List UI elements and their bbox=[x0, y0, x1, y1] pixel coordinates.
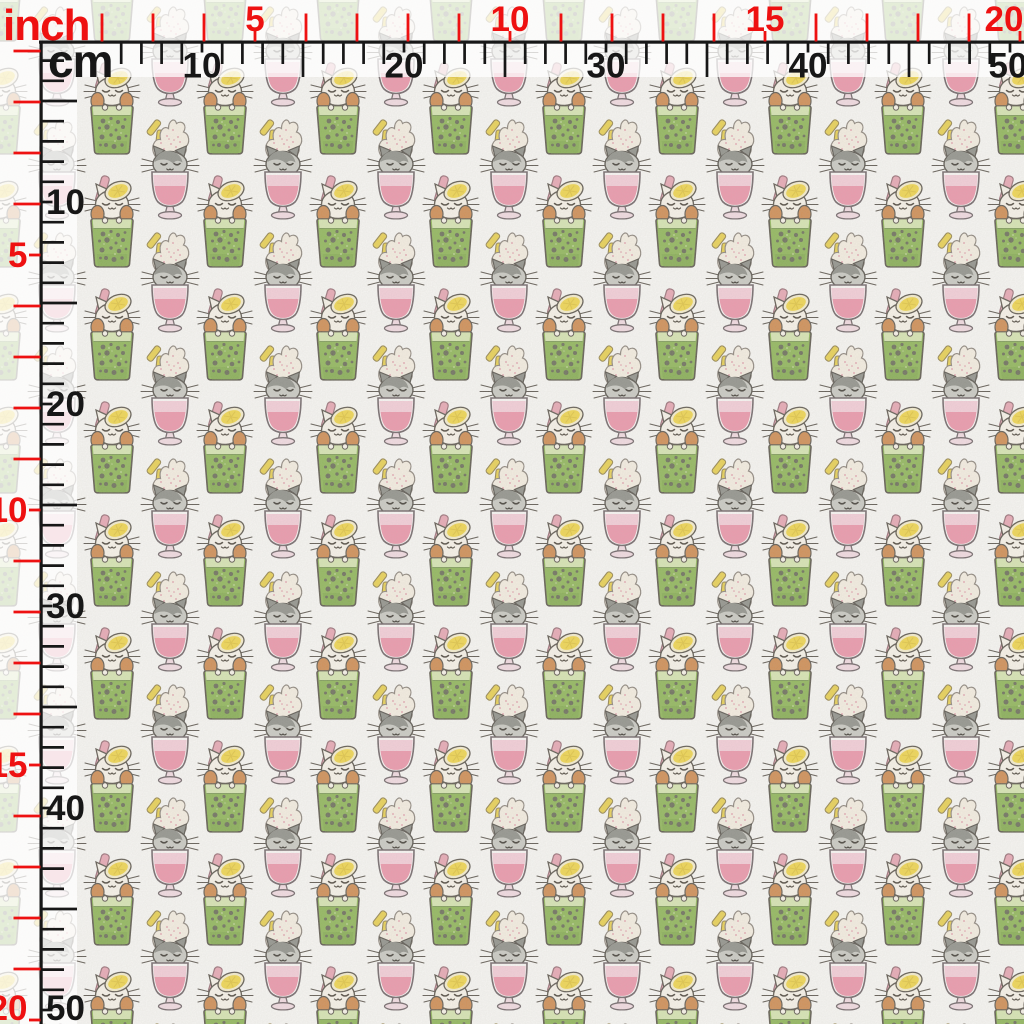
cm-number-left: 50 bbox=[46, 989, 85, 1024]
cm-unit-label: cm bbox=[48, 35, 112, 87]
ruler-baseline-top bbox=[39, 40, 1024, 44]
cm-number-top: 40 bbox=[789, 47, 828, 86]
inch-number-left: 10 bbox=[0, 491, 28, 530]
inch-number-left: 15 bbox=[0, 746, 28, 785]
inch-number-left: 20 bbox=[0, 989, 28, 1024]
inch-unit-label: inch bbox=[3, 1, 89, 50]
cm-number-top: 20 bbox=[385, 47, 424, 86]
inch-number-top: 10 bbox=[491, 0, 530, 39]
ruler-baseline-left bbox=[39, 40, 43, 1024]
cm-number-left: 40 bbox=[46, 789, 85, 828]
inch-number-top: 5 bbox=[245, 0, 264, 39]
cm-number-top: 50 bbox=[989, 47, 1024, 86]
inch-number-top: 15 bbox=[746, 0, 785, 39]
cm-number-top: 30 bbox=[587, 47, 626, 86]
cm-number-left: 10 bbox=[46, 183, 85, 222]
cm-number-top: 10 bbox=[183, 47, 222, 86]
inch-number-top: 20 bbox=[985, 0, 1024, 39]
cm-number-left: 30 bbox=[46, 587, 85, 626]
ruler-backdrop-top bbox=[0, 0, 1024, 77]
inch-number-left: 5 bbox=[8, 236, 27, 275]
cm-number-left: 20 bbox=[46, 385, 85, 424]
